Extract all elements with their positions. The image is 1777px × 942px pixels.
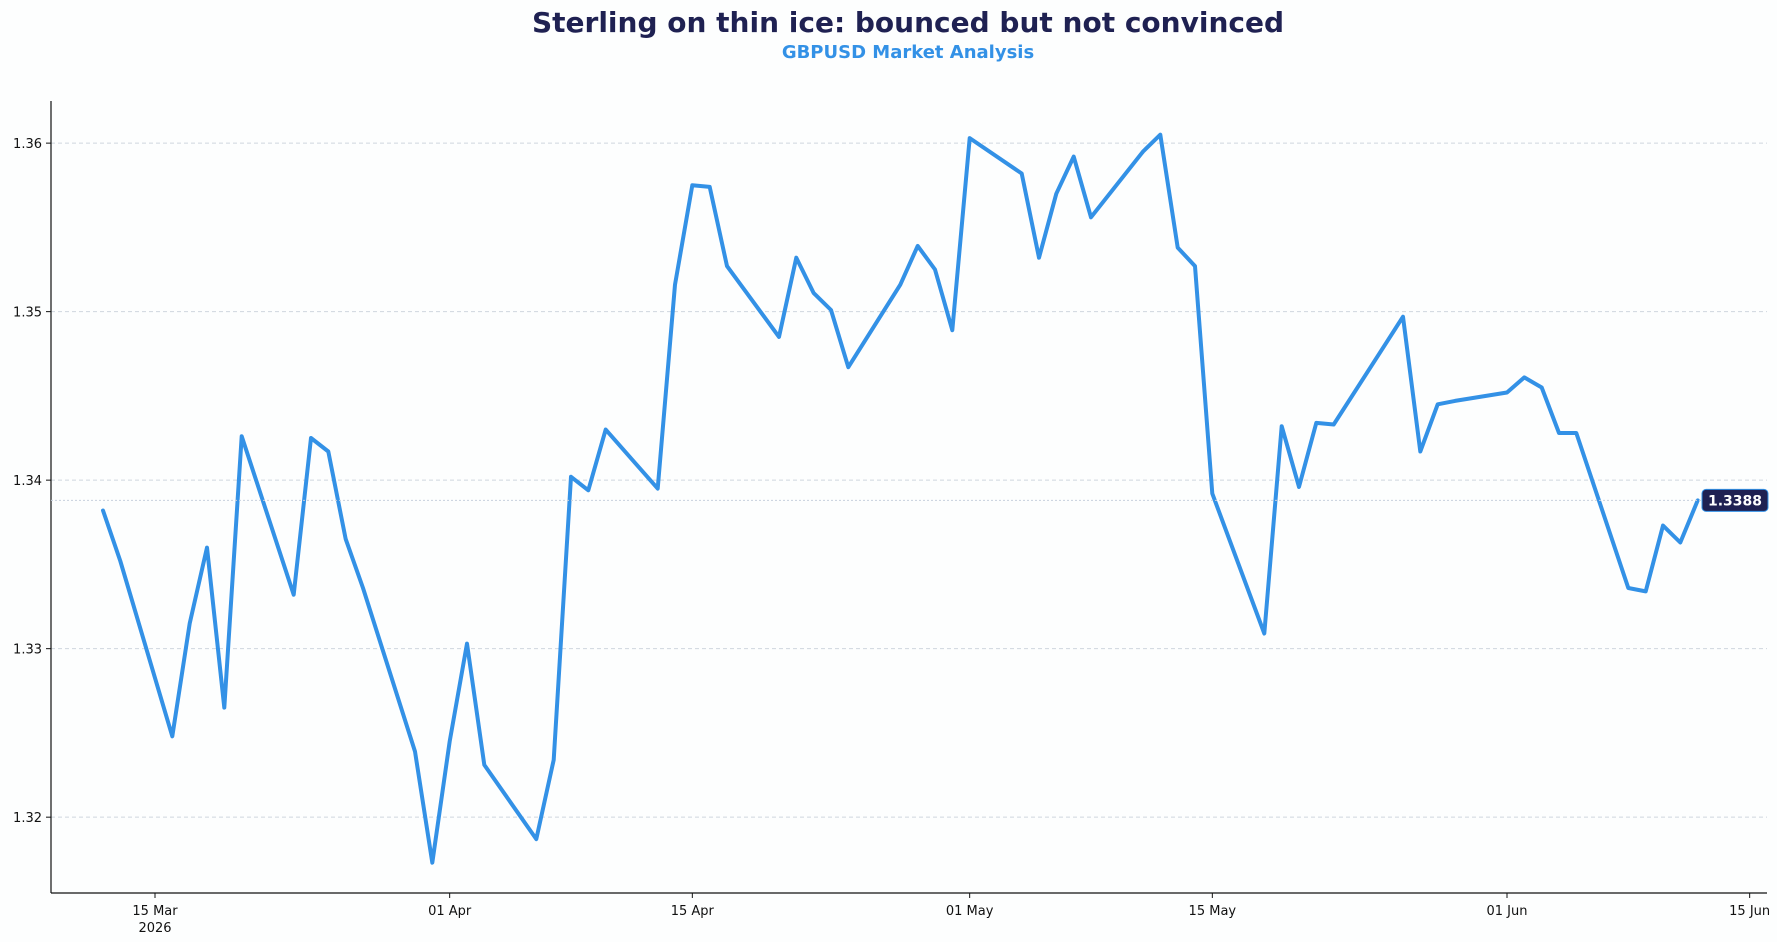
y-tick-label: 1.32 — [13, 811, 42, 826]
data-point — [344, 537, 348, 541]
data-point — [1072, 155, 1076, 159]
x-tick-label: 15 Mar — [132, 904, 178, 919]
data-point — [968, 136, 972, 140]
data-point — [188, 621, 192, 625]
data-point — [1141, 150, 1145, 154]
x-tick-label: 15 May — [1189, 904, 1237, 919]
last-value-label: 1.3388 — [1708, 493, 1762, 509]
data-point — [326, 450, 330, 454]
data-point — [1384, 342, 1388, 346]
data-point — [777, 335, 781, 339]
data-point — [1158, 133, 1162, 137]
data-point — [118, 559, 122, 563]
data-point — [1176, 246, 1180, 250]
x-tick-label: 01 May — [946, 904, 994, 919]
data-point — [708, 185, 712, 189]
data-point — [361, 586, 365, 590]
data-point — [430, 861, 434, 865]
data-point — [1661, 524, 1665, 528]
data-point — [1054, 192, 1058, 196]
data-point — [725, 264, 729, 268]
data-point — [240, 434, 244, 438]
data-point — [1436, 402, 1440, 406]
data-point — [656, 487, 660, 491]
x-tick-label: 15 Apr — [671, 904, 715, 919]
data-point — [465, 642, 469, 646]
y-ticks: 1.32 1.33 1.34 1.35 1.36 — [13, 137, 51, 826]
y-tick-label: 1.35 — [13, 306, 42, 321]
data-point — [1332, 423, 1336, 427]
data-point — [1574, 431, 1578, 435]
data-point — [170, 734, 174, 738]
data-point — [812, 291, 816, 295]
chart-title: Sterling on thin ice: bounced but not co… — [532, 6, 1284, 39]
data-point — [1280, 424, 1284, 428]
data-point — [586, 488, 590, 492]
axes — [50, 101, 1767, 894]
y-tick-label: 1.36 — [13, 137, 42, 152]
data-point — [604, 428, 608, 432]
data-point — [1557, 431, 1561, 435]
data-point — [1453, 399, 1457, 403]
data-point — [846, 365, 850, 369]
x-tick-label: 15 Jun — [1729, 904, 1770, 919]
data-point — [794, 256, 798, 260]
data-point — [222, 706, 226, 710]
data-point — [829, 308, 833, 312]
grid-lines — [51, 142, 1767, 818]
data-point — [1505, 391, 1509, 395]
data-point — [101, 508, 105, 512]
data-point — [1401, 315, 1405, 319]
data-point — [690, 183, 694, 187]
data-point — [1089, 215, 1093, 219]
data-point — [1418, 450, 1422, 454]
x-ticks: 15 Mar 2026 01 Apr 15 Apr 01 May 15 May 01 Jun… — [132, 893, 1770, 936]
x-tick-label: 01 Jun — [1487, 904, 1528, 919]
data-point — [1626, 586, 1630, 590]
data-point — [916, 244, 920, 248]
data-point — [552, 758, 556, 762]
data-point — [1297, 485, 1301, 489]
data-point — [933, 268, 937, 272]
y-tick-label: 1.33 — [13, 643, 42, 658]
data-point — [1644, 589, 1648, 593]
series-line-0 — [101, 132, 1700, 865]
x-tick-sublabel: 2026 — [138, 921, 171, 936]
data-point — [482, 763, 486, 767]
last-value-badge — [1701, 488, 1769, 512]
data-point — [534, 837, 538, 841]
data-point — [1193, 264, 1197, 268]
data-point — [1210, 492, 1214, 496]
last-value-badge-group: 1.3388 — [51, 488, 1769, 512]
data-point — [413, 749, 417, 753]
data-point — [950, 328, 954, 332]
data-point — [292, 593, 296, 597]
data-point — [898, 283, 902, 287]
data-point — [1678, 540, 1682, 544]
chart-subtitle: GBPUSD Market Analysis — [782, 42, 1034, 63]
data-point — [1522, 375, 1526, 379]
data-point — [1020, 171, 1024, 175]
data-point — [1037, 256, 1041, 260]
data-point — [1262, 631, 1266, 635]
data-point — [569, 475, 573, 479]
y-tick-label: 1.34 — [13, 474, 42, 489]
data-point — [1314, 421, 1318, 425]
data-point — [309, 436, 313, 440]
x-tick-label: 01 Apr — [428, 904, 472, 919]
data-point — [205, 546, 209, 550]
data-point — [673, 283, 677, 287]
data-point — [448, 739, 452, 743]
series — [101, 132, 1700, 865]
data-point — [1540, 385, 1544, 389]
